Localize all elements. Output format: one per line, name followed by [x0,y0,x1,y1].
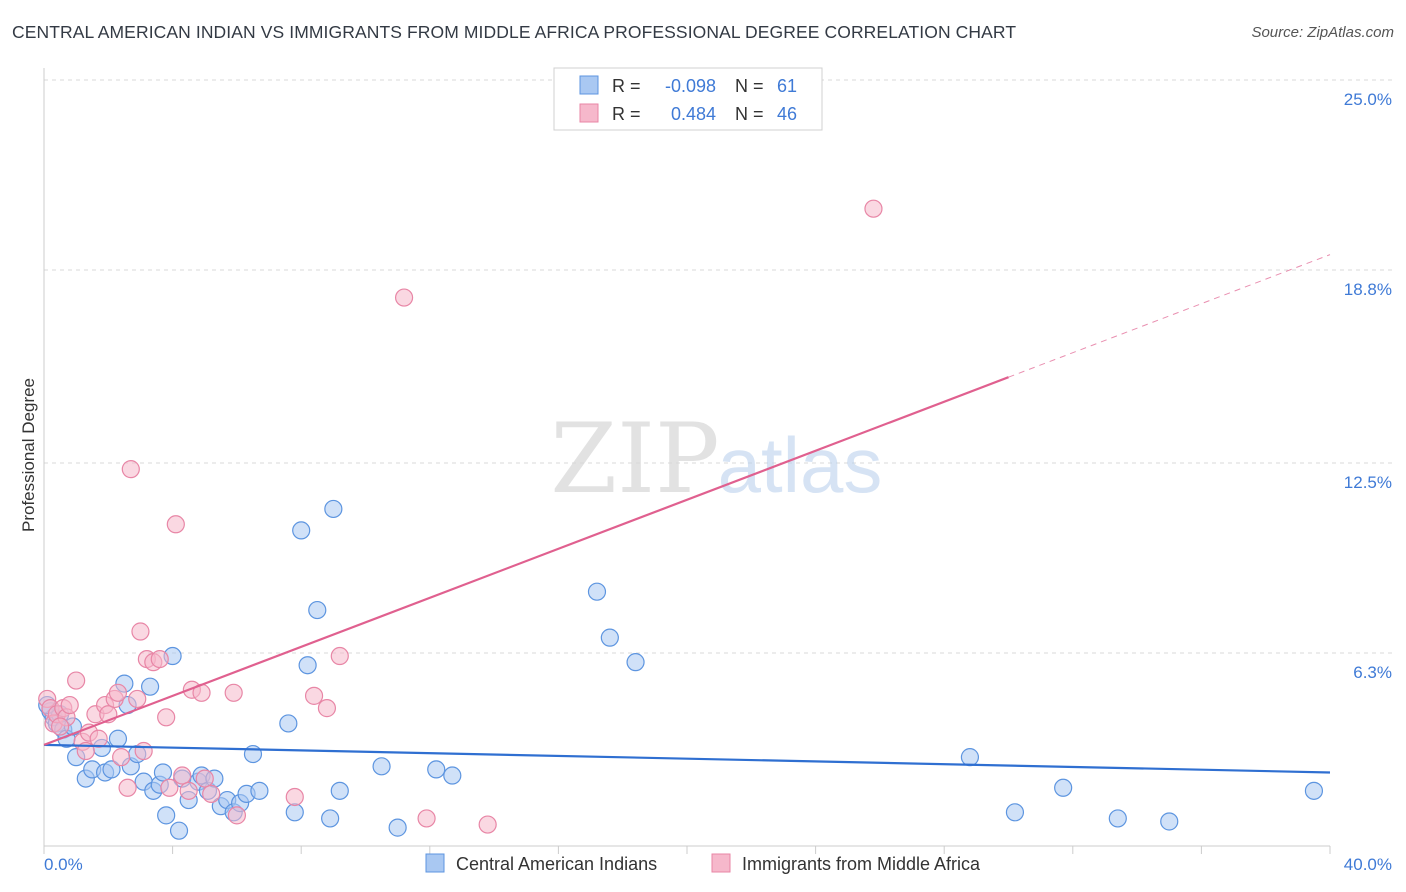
series-legend: Central American Indians Immigrants from… [425,853,981,874]
point-immigrants-middle-africa [317,699,337,718]
point-central-american-indians [292,521,311,540]
point-immigrants-middle-africa [304,686,324,705]
y-tick-label: 6.3% [1353,663,1392,682]
point-immigrants-middle-africa [89,729,108,748]
point-central-american-indians [279,714,298,733]
chart-title: CENTRAL AMERICAN INDIAN VS IMMIGRANTS FR… [12,22,1017,42]
point-central-american-indians [1304,781,1324,800]
legend-swatch-blue [579,75,599,95]
point-central-american-indians [600,628,619,647]
watermark-zip: ZIP [550,403,719,515]
point-central-american-indians [330,781,349,800]
legend-n-value: 46 [777,104,797,124]
point-immigrants-middle-africa [224,683,243,702]
point-central-american-indians [324,499,343,519]
legend-r-label: R = [612,76,641,96]
point-central-american-indians [443,766,462,785]
point-central-american-indians [250,781,269,800]
point-immigrants-middle-africa [134,741,153,761]
point-central-american-indians [108,729,128,748]
point-immigrants-middle-africa [179,781,198,800]
point-immigrants-middle-africa [285,787,304,807]
x-tick-label: 40.0% [1344,855,1392,874]
point-immigrants-middle-africa [67,671,86,690]
point-immigrants-middle-africa [417,809,436,828]
point-central-american-indians [298,656,317,675]
y-tick-label: 18.8% [1344,280,1392,299]
point-central-american-indians [140,677,160,696]
point-immigrants-middle-africa [118,778,137,797]
grid [44,79,1392,654]
point-central-american-indians [157,806,176,825]
legend-r-value: 0.484 [671,104,716,124]
point-immigrants-middle-africa [864,199,883,218]
point-central-american-indians [285,803,304,822]
legend-n-value: 61 [777,76,797,96]
point-immigrants-middle-africa [195,769,214,788]
point-immigrants-middle-africa [227,806,246,825]
point-central-american-indians [243,744,263,764]
legend-swatch-pink [579,103,599,123]
series-legend-label-blue: Central American Indians [456,854,657,874]
point-central-american-indians [1160,812,1179,831]
series-legend-label-pink: Immigrants from Middle Africa [742,854,981,874]
point-immigrants-middle-africa [60,695,79,715]
point-immigrants-middle-africa [160,778,179,797]
legend-r-value: -0.098 [665,76,716,96]
legend-n-label: N = [735,76,764,96]
point-immigrants-middle-africa [112,748,131,767]
scatter-points [38,199,1324,840]
point-central-american-indians [169,821,189,840]
x-tick-label: 0.0% [44,855,83,874]
tick-labels: 6.3% 12.5% 18.8% 25.0% 0.0% 40.0% [44,90,1392,874]
point-immigrants-middle-africa [202,784,221,804]
point-central-american-indians [372,757,391,776]
point-central-american-indians [1054,778,1073,797]
y-tick-label: 25.0% [1344,90,1392,109]
point-central-american-indians [626,653,645,672]
trend-line-dashed [1008,254,1331,378]
point-immigrants-middle-africa [166,515,185,534]
point-central-american-indians [427,760,446,779]
source-credit: Source: ZipAtlas.com [1251,24,1394,41]
trend-line-solid [43,376,1009,746]
legend-n-label: N = [735,104,764,124]
series-legend-swatch-blue [425,853,445,873]
point-immigrants-middle-africa [131,622,150,641]
point-immigrants-middle-africa [121,460,140,479]
point-central-american-indians [321,809,340,828]
point-central-american-indians [308,600,327,620]
legend-r-label: R = [612,104,641,124]
trend-lines [43,254,1331,774]
stats-legend: R = -0.098 N = 61 R = 0.484 N = 46 [553,67,823,131]
point-central-american-indians [1108,809,1127,828]
y-axis-label: Professional Degree [19,378,38,532]
point-immigrants-middle-africa [150,649,169,669]
point-immigrants-middle-africa [330,646,349,666]
y-tick-label: 12.5% [1344,473,1392,492]
point-central-american-indians [960,748,980,767]
point-immigrants-middle-africa [478,815,497,834]
point-central-american-indians [587,582,607,601]
point-central-american-indians [102,760,121,779]
point-immigrants-middle-africa [173,766,192,785]
trend-line-solid [43,743,1331,774]
point-immigrants-middle-africa [394,288,414,307]
point-immigrants-middle-africa [128,689,147,709]
point-immigrants-middle-africa [50,717,70,736]
point-central-american-indians [1005,803,1025,822]
point-central-american-indians [388,818,407,837]
point-central-american-indians [153,763,173,782]
point-immigrants-middle-africa [108,683,128,702]
series-legend-swatch-pink [711,853,731,873]
point-immigrants-middle-africa [157,708,176,727]
